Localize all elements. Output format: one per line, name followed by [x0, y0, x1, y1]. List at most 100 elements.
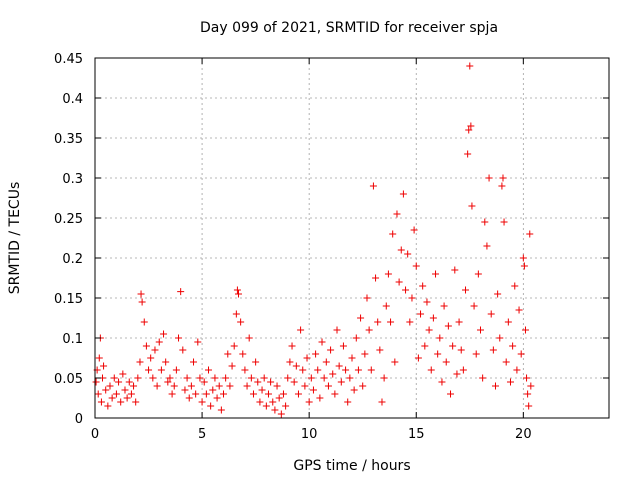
data-point — [500, 218, 508, 226]
data-point — [337, 378, 345, 386]
data-point — [207, 402, 215, 410]
data-point — [346, 374, 354, 382]
data-point — [247, 374, 255, 382]
data-point — [472, 350, 480, 358]
data-point — [477, 326, 484, 334]
data-point — [521, 326, 529, 334]
data-point — [170, 382, 178, 390]
data-point — [361, 350, 369, 358]
x-tick-labels: 0 5 10 15 20 — [91, 427, 532, 442]
data-point — [309, 386, 317, 394]
data-point — [380, 374, 388, 382]
data-point — [391, 358, 399, 366]
data-point — [387, 318, 395, 326]
data-point — [205, 366, 213, 374]
data-point — [506, 378, 514, 386]
data-point — [444, 322, 452, 330]
data-point — [166, 374, 174, 382]
data-point — [190, 358, 198, 366]
x-tick-label: 10 — [301, 427, 318, 442]
data-point — [147, 354, 155, 362]
data-point — [324, 382, 332, 390]
data-point — [294, 390, 302, 398]
data-point — [487, 310, 495, 318]
data-point — [232, 310, 240, 318]
data-point — [136, 358, 144, 366]
data-point — [483, 242, 491, 250]
data-point — [121, 386, 129, 394]
data-point — [275, 394, 283, 402]
data-point — [342, 366, 350, 374]
data-point — [187, 382, 195, 390]
data-point — [157, 366, 165, 374]
data-point — [481, 218, 489, 226]
y-tick-label: 0.05 — [54, 372, 83, 387]
y-tick-label: 0.4 — [62, 92, 83, 107]
data-point — [494, 290, 502, 298]
data-point — [423, 298, 431, 306]
data-point — [515, 306, 523, 314]
data-point — [153, 382, 161, 390]
data-point — [312, 350, 320, 358]
data-point — [517, 350, 525, 358]
data-point — [348, 354, 356, 362]
data-point — [155, 338, 163, 346]
data-point — [363, 294, 371, 302]
data-points — [92, 62, 535, 418]
data-point — [297, 326, 305, 334]
data-point — [290, 378, 298, 386]
data-point — [237, 318, 245, 326]
data-point — [185, 394, 193, 402]
data-point — [449, 342, 457, 350]
data-point — [102, 386, 110, 394]
data-point — [434, 350, 442, 358]
data-point — [106, 382, 114, 390]
data-point — [457, 346, 465, 354]
data-point — [369, 182, 377, 190]
data-point — [412, 262, 420, 270]
data-point — [513, 366, 521, 374]
data-point — [108, 394, 116, 402]
y-tick-label: 0.25 — [54, 212, 83, 227]
axis-ticks — [94, 57, 609, 419]
y-tick-label: 0 — [75, 412, 83, 427]
data-point — [523, 374, 531, 382]
data-point — [344, 398, 352, 406]
data-point — [213, 394, 221, 402]
data-point — [181, 386, 189, 394]
data-point — [230, 342, 238, 350]
data-point — [164, 378, 172, 386]
data-point — [301, 382, 309, 390]
data-point — [145, 366, 153, 374]
data-point — [496, 334, 504, 342]
data-point — [408, 294, 416, 302]
data-point — [526, 230, 534, 238]
data-point — [359, 382, 367, 390]
data-point — [196, 374, 204, 382]
data-point — [520, 262, 528, 270]
data-point — [525, 402, 533, 410]
data-point — [288, 342, 296, 350]
data-point — [352, 334, 360, 342]
data-point — [519, 254, 527, 262]
data-point — [97, 398, 105, 406]
data-point — [215, 382, 223, 390]
data-point — [123, 394, 131, 402]
data-point — [151, 346, 159, 354]
data-point — [279, 390, 287, 398]
data-point — [339, 342, 347, 350]
y-tick-label: 0.45 — [54, 52, 83, 67]
data-point — [322, 358, 330, 366]
data-point — [327, 346, 335, 354]
data-point — [132, 398, 140, 406]
data-point — [305, 398, 313, 406]
data-point — [211, 374, 219, 382]
data-point — [192, 390, 200, 398]
data-point — [258, 386, 266, 394]
data-point — [264, 390, 272, 398]
data-point — [331, 390, 339, 398]
data-point — [200, 378, 208, 386]
data-point — [447, 390, 455, 398]
data-point — [453, 370, 461, 378]
